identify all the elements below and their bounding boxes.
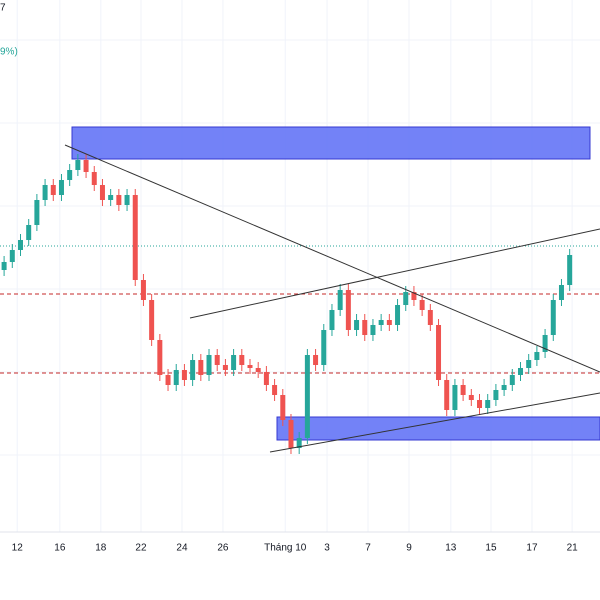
candle-body [558, 285, 564, 300]
candle-body [124, 195, 130, 205]
candle-body [354, 320, 360, 330]
candle-body [190, 360, 196, 380]
x-tick-label: 13 [445, 543, 457, 554]
x-tick-label: 24 [176, 543, 188, 554]
candle-body [444, 380, 450, 410]
candle-body [173, 370, 179, 385]
candle-body [149, 300, 155, 340]
candle-body [231, 355, 237, 370]
candle-body [280, 395, 286, 420]
x-tick-label: 18 [95, 543, 107, 554]
trend-line [189, 228, 600, 319]
candle-body [67, 170, 73, 180]
x-tick-label: 26 [217, 543, 229, 554]
candle-body [222, 365, 228, 370]
candle-body [493, 390, 499, 400]
candle-body [345, 290, 351, 330]
candle-body [550, 300, 556, 335]
candle-body [452, 385, 458, 410]
candle-body [17, 240, 23, 250]
trend-line [269, 392, 600, 453]
candle-body [272, 385, 278, 395]
x-tick-label: 16 [54, 543, 66, 554]
candle-body [411, 292, 417, 300]
candle-body [9, 250, 15, 262]
candle-body [58, 180, 64, 195]
candle-body [140, 280, 146, 300]
candle-body [485, 400, 491, 408]
candle-body [386, 320, 392, 325]
candle-body [1, 262, 7, 270]
candle-body [378, 320, 384, 325]
candle-body [91, 172, 97, 185]
candle-body [567, 255, 573, 285]
candle-body [370, 325, 376, 335]
candle-body [50, 185, 56, 195]
x-tick-label: 21 [567, 543, 579, 554]
candle-body [468, 395, 474, 400]
candle-body [296, 438, 302, 448]
candle-body [75, 160, 81, 170]
candle-body [526, 360, 532, 368]
header-fragment: 7 [0, 3, 6, 14]
candle-body [206, 355, 212, 375]
candle-body [517, 368, 523, 375]
x-tick-label: 22 [135, 543, 147, 554]
candle-body [534, 352, 540, 360]
candle-body [304, 355, 310, 438]
candle-body [214, 355, 220, 365]
x-tick-label: 9 [406, 543, 412, 554]
candle-body [436, 325, 442, 380]
candle-body [362, 320, 368, 335]
x-tick-label: 3 [324, 543, 330, 554]
candle-body [132, 195, 138, 280]
trend-line [64, 144, 600, 373]
candle-body [157, 340, 163, 375]
x-tick-label: 7 [365, 543, 371, 554]
candle-body [427, 310, 433, 325]
candle-body [313, 355, 319, 365]
candle-body [329, 310, 335, 330]
candle-body [542, 335, 548, 352]
x-tick-label: 15 [485, 543, 497, 554]
candle-body [509, 375, 515, 385]
x-tick-label: 12 [12, 543, 24, 554]
candle-body [247, 365, 253, 368]
x-tick-label: Tháng 10 [264, 543, 307, 554]
candle-body [165, 375, 171, 385]
candle-body [337, 290, 343, 310]
candle-body [108, 195, 114, 200]
candle-body [198, 360, 204, 375]
candle-body [116, 195, 122, 205]
candle-body [419, 300, 425, 310]
candle-body [395, 305, 401, 325]
candle-body [263, 372, 269, 385]
grid [0, 39, 600, 456]
candle-body [239, 355, 245, 365]
candle-body [42, 185, 48, 200]
candle-body [460, 385, 466, 395]
candle-body [99, 185, 105, 200]
demand-zone [276, 416, 600, 441]
supply-zone [71, 126, 591, 160]
candle-body [321, 330, 327, 365]
candle-body [83, 160, 89, 172]
candle-body [501, 385, 507, 390]
candle-body [181, 370, 187, 380]
candle-body [477, 400, 483, 408]
candle-body [34, 200, 40, 225]
x-tick-label: 17 [526, 543, 538, 554]
candle-body [403, 292, 409, 305]
candle-body [26, 225, 32, 240]
change-fragment: 9%) [0, 47, 18, 58]
candle-body [255, 368, 261, 372]
candle-body [288, 420, 294, 448]
